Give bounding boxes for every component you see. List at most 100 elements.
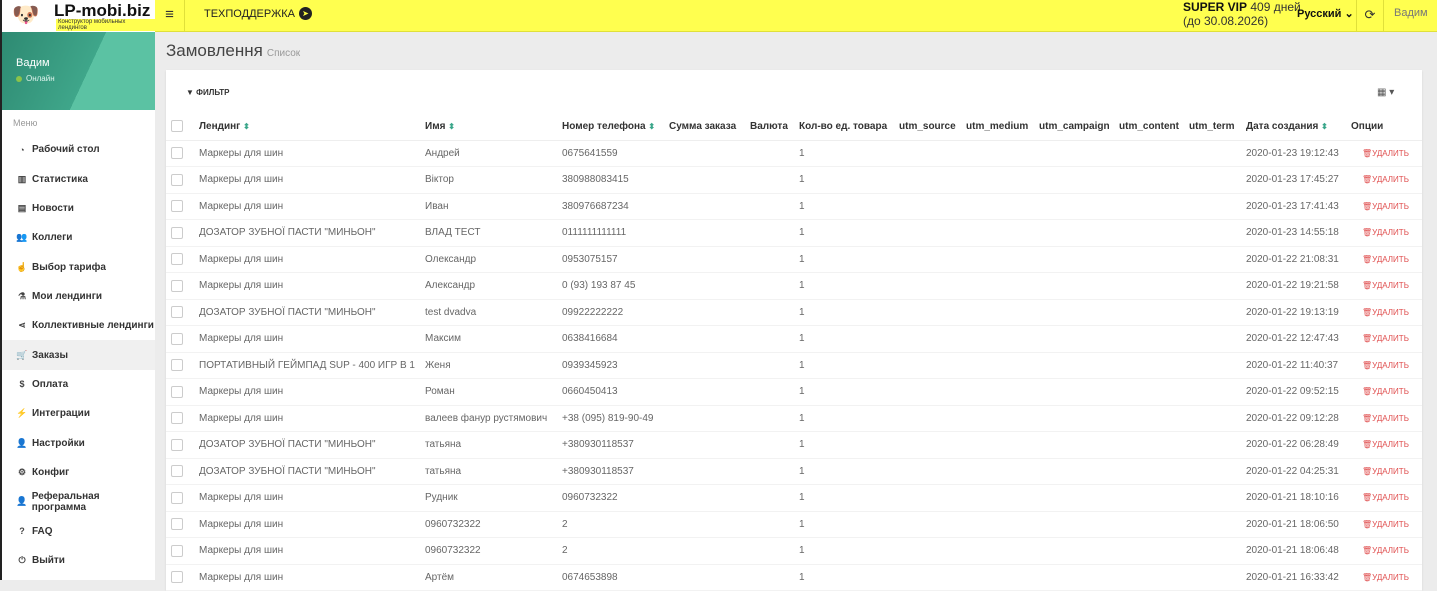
table-row: Маркеры для шин Иван 380976687234 1 2020-01-… [166,193,1422,220]
table-cell [899,272,966,300]
column-header[interactable]: Дата создания ⬍ [1246,113,1351,141]
delete-button[interactable]: 🗑УДАЛИТЬ [1351,149,1409,158]
delete-button[interactable]: 🗑УДАЛИТЬ [1351,228,1409,237]
filter-icon: ▼ [186,88,194,97]
sidebar-item-flask[interactable]: ⚗ Мои лендинги [2,282,155,311]
table-cell: Олександр [425,246,562,273]
sidebar-item-power[interactable]: ⏻ Выйти [2,546,155,575]
table-cell [1119,272,1189,300]
delete-button[interactable]: 🗑УДАЛИТЬ [1351,387,1409,396]
delete-button[interactable]: 🗑УДАЛИТЬ [1351,493,1409,502]
column-header[interactable]: utm_content [1119,113,1189,141]
user-menu[interactable]: Вадим [1394,7,1428,19]
row-checkbox[interactable] [171,332,183,345]
row-checkbox[interactable] [171,279,183,292]
sidebar-item-hand-pointer[interactable]: ☝ Выбор тарифа [2,252,155,281]
sidebar-item-dashboard[interactable]: ◔ Рабочий стол [2,135,155,164]
filter-button[interactable]: ▼ ФИЛЬТР [186,88,230,97]
menu-toggle-icon[interactable]: ≡ [155,0,185,32]
select-all-checkbox[interactable] [171,120,183,133]
row-checkbox[interactable] [171,571,183,584]
delete-button[interactable]: 🗑УДАЛИТЬ [1351,202,1409,211]
row-checkbox[interactable] [171,306,183,319]
delete-button[interactable]: 🗑УДАЛИТЬ [1351,440,1409,449]
options-cell: 🗑УДАЛИТЬ [1351,193,1422,220]
table-cell: ДОЗАТОР ЗУБНОЇ ПАСТИ "МИНЬОН" [199,299,425,326]
column-header[interactable]: Кол-во ед. товара [799,113,899,141]
sidebar-item-cart[interactable]: 🛒 Заказы [2,340,155,370]
table-cell [669,193,750,220]
table-cell [1119,458,1189,485]
delete-button[interactable]: 🗑УДАЛИТЬ [1351,334,1409,343]
sidebar-item-user[interactable]: 👤 Настройки [2,428,155,457]
row-checkbox[interactable] [171,412,183,425]
column-header[interactable]: Опции [1351,113,1422,141]
row-checkbox[interactable] [171,385,183,398]
trash-icon: 🗑 [1362,493,1373,503]
table-cell [750,140,799,167]
table-cell [899,246,966,273]
table-cell: 0960732322 [425,537,562,565]
row-checkbox[interactable] [171,226,183,239]
column-selector-button[interactable]: ▦ ▾ [1377,87,1394,98]
column-header[interactable]: Имя ⬍ [425,113,562,141]
delete-button[interactable]: 🗑УДАЛИТЬ [1351,281,1409,290]
row-checkbox[interactable] [171,253,183,266]
sidebar-item-user-plus[interactable]: 👤 Реферальная программа [2,487,155,516]
delete-label: УДАЛИТЬ [1372,519,1409,529]
sidebar-item-share[interactable]: ⋖ Коллективные лендинги [2,311,155,340]
delete-button[interactable]: 🗑УДАЛИТЬ [1351,308,1409,317]
row-checkbox[interactable] [171,518,183,531]
table-cell [750,272,799,300]
delete-button[interactable]: 🗑УДАЛИТЬ [1351,255,1409,264]
sidebar-item-label: Новости [32,202,74,214]
refresh-icon[interactable]: ⟳ [1356,0,1384,32]
delete-button[interactable]: 🗑УДАЛИТЬ [1351,361,1409,370]
sidebar-item-bar-chart[interactable]: ▥ Статистика [2,164,155,193]
row-checkbox[interactable] [171,438,183,451]
sort-icon[interactable]: ⬍ [243,121,250,131]
column-header[interactable]: Сумма заказа [669,113,750,141]
row-checkbox[interactable] [171,465,183,478]
sort-icon[interactable]: ⬍ [648,121,656,131]
row-checkbox[interactable] [171,147,183,160]
table-cell [899,352,966,379]
row-checkbox[interactable] [171,491,183,504]
sidebar-item-newspaper[interactable]: ▤ Новости [2,194,155,223]
row-checkbox[interactable] [171,173,183,186]
column-header[interactable]: utm_medium [966,113,1039,141]
delete-button[interactable]: 🗑УДАЛИТЬ [1351,414,1409,423]
table-cell [966,272,1039,300]
row-checkbox[interactable] [171,200,183,213]
support-link[interactable]: ТЕХПОДДЕРЖКА ➤ [204,7,312,20]
row-checkbox[interactable] [171,544,183,557]
column-header[interactable]: Лендинг ⬍ [199,113,425,141]
language-dropdown[interactable]: Русский ⌄ [1297,7,1354,20]
sidebar-item-label: FAQ [32,525,53,537]
logo[interactable]: 🐶 LP-mobi.biz Конструктор мобильных ленд… [0,0,155,32]
delete-button[interactable]: 🗑УДАЛИТЬ [1351,573,1409,582]
table-cell [1119,299,1189,326]
sidebar-item-users[interactable]: 👥 Коллеги [2,223,155,252]
delete-button[interactable]: 🗑УДАЛИТЬ [1351,546,1409,555]
column-header[interactable]: utm_term [1189,113,1246,141]
bar-chart-icon: ▥ [17,173,27,184]
sort-icon[interactable]: ⬍ [448,121,455,131]
table-cell: 2020-01-22 09:52:15 [1246,378,1351,406]
sort-icon[interactable]: ⬍ [1321,121,1328,131]
delete-button[interactable]: 🗑УДАЛИТЬ [1351,467,1409,476]
table-cell: 0660450413 [562,378,669,406]
table-cell [899,299,966,326]
column-header[interactable]: Номер телефона ⬍ [562,113,669,141]
column-header[interactable]: Валюта [750,113,799,141]
sidebar-item-dollar[interactable]: $ Оплата [2,370,155,399]
sidebar-item-plug[interactable]: ⚡ Интеграции [2,399,155,428]
delete-button[interactable]: 🗑УДАЛИТЬ [1351,520,1409,529]
sidebar-item-question[interactable]: ? FAQ [2,516,155,545]
row-checkbox[interactable] [171,359,183,372]
delete-button[interactable]: 🗑УДАЛИТЬ [1351,175,1409,184]
column-header[interactable]: utm_campaign [1039,113,1119,141]
plan-name: SUPER VIP [1183,0,1248,14]
sidebar-item-cogs[interactable]: ⚙ Конфиг [2,458,155,487]
column-header[interactable]: utm_source [899,113,966,141]
